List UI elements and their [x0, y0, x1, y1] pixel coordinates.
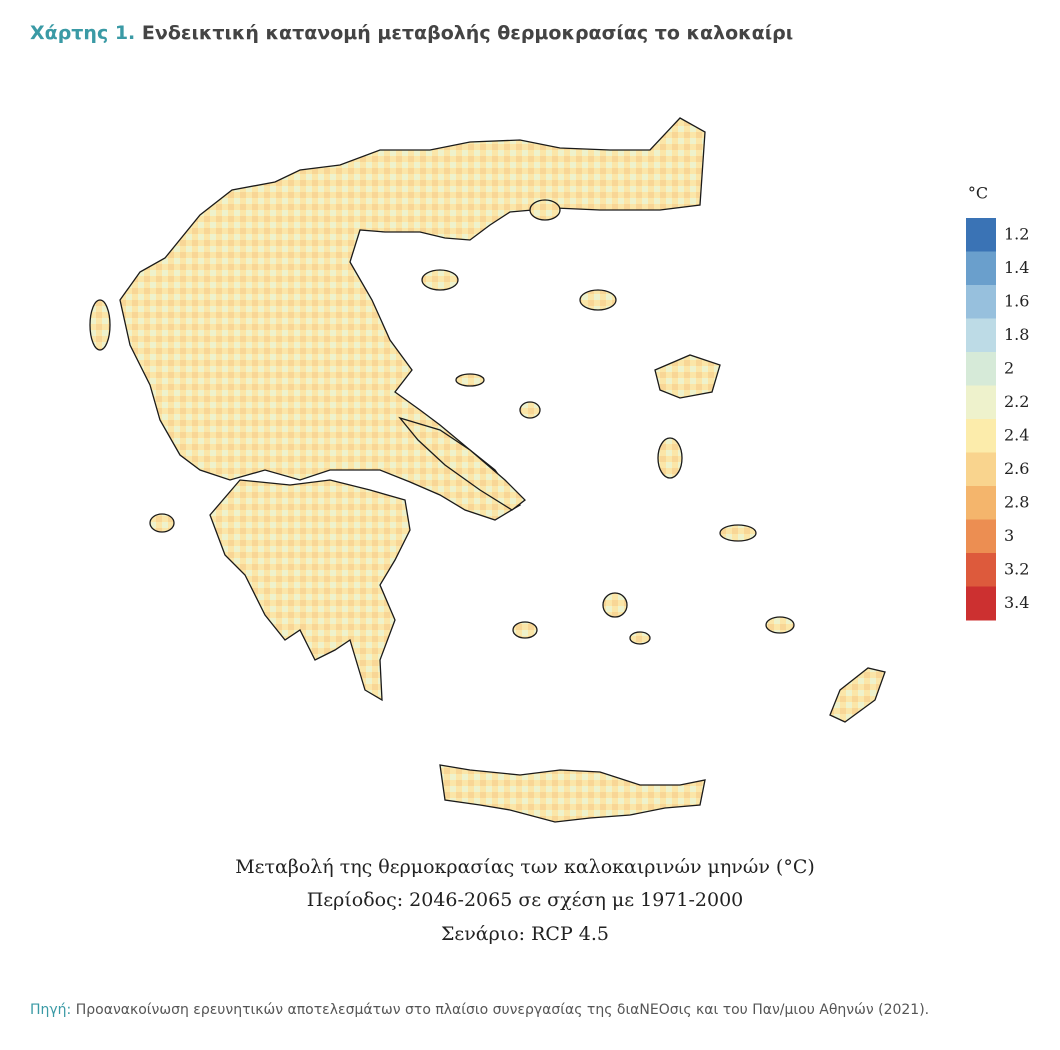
island — [512, 621, 538, 639]
lesvos — [654, 354, 721, 399]
island — [519, 401, 541, 419]
legend-swatch — [966, 251, 996, 286]
island — [529, 199, 561, 221]
legend-title: °C — [968, 184, 988, 203]
legend-swatch — [966, 385, 996, 420]
title-label: Χάρτης 1. — [30, 22, 136, 44]
island — [579, 289, 617, 311]
source: Πηγή: Προανακοίνωση ερευνητικών αποτελεσ… — [30, 1002, 929, 1018]
source-text: Προανακοίνωση ερευνητικών αποτελεσμάτων … — [75, 1002, 930, 1018]
caption-line: Σενάριο: RCP 4.5 — [441, 923, 609, 945]
land — [89, 117, 886, 823]
legend-swatch — [966, 486, 996, 520]
legend-label: 1.8 — [1004, 325, 1029, 344]
island — [455, 373, 485, 387]
legend-label: 3.4 — [1004, 593, 1029, 612]
island — [602, 592, 628, 618]
legend-swatch — [966, 452, 996, 487]
legend-label: 3 — [1004, 526, 1014, 545]
legend: 1.2 1.4 1.6 1.8 2 2.2 2.4 2.6 2.8 3 3.2 3.4 — [966, 218, 1029, 621]
evia — [398, 416, 526, 511]
crete — [439, 764, 706, 823]
legend-label: 1.4 — [1004, 258, 1029, 277]
caption-line: Περίοδος: 2046-2065 σε σχέση με 1971-200… — [307, 889, 744, 911]
island — [657, 437, 683, 479]
island — [765, 616, 795, 634]
legend-label: 2.4 — [1004, 425, 1029, 444]
legend-swatch — [966, 285, 996, 319]
legend-label: 3.2 — [1004, 559, 1029, 578]
legend-label: 2.6 — [1004, 459, 1029, 478]
legend-swatch — [966, 218, 996, 252]
source-label: Πηγή: — [30, 1002, 72, 1018]
rhodes — [829, 667, 886, 723]
caption-line: Μεταβολή της θερμοκρασίας των καλοκαιριν… — [235, 856, 815, 878]
map: °C 1.2 1.4 1.6 1.8 2 2.2 2.4 2.6 2.8 3 3.2 3.4 Μετα… — [89, 117, 1029, 945]
island — [719, 524, 757, 542]
title: Χάρτης 1. Ενδεικτική κατανομή μεταβολής … — [30, 22, 793, 44]
island — [149, 513, 175, 533]
legend-label: 1.6 — [1004, 291, 1029, 310]
legend-swatch — [966, 419, 996, 453]
legend-swatch — [966, 318, 996, 353]
peloponnese — [209, 479, 411, 702]
legend-label: 2.8 — [1004, 492, 1029, 511]
legend-swatch — [966, 352, 996, 386]
legend-swatch — [966, 586, 996, 621]
title-text: Ενδεικτική κατανομή μεταβολής θερμοκρασί… — [141, 22, 794, 44]
legend-swatch — [966, 519, 996, 554]
island — [89, 299, 111, 351]
legend-swatch — [966, 553, 996, 587]
legend-label: 2 — [1004, 358, 1014, 377]
mainland — [119, 117, 706, 521]
legend-label: 1.2 — [1004, 224, 1029, 243]
legend-label: 2.2 — [1004, 392, 1029, 411]
island — [629, 631, 651, 645]
island — [421, 269, 459, 291]
